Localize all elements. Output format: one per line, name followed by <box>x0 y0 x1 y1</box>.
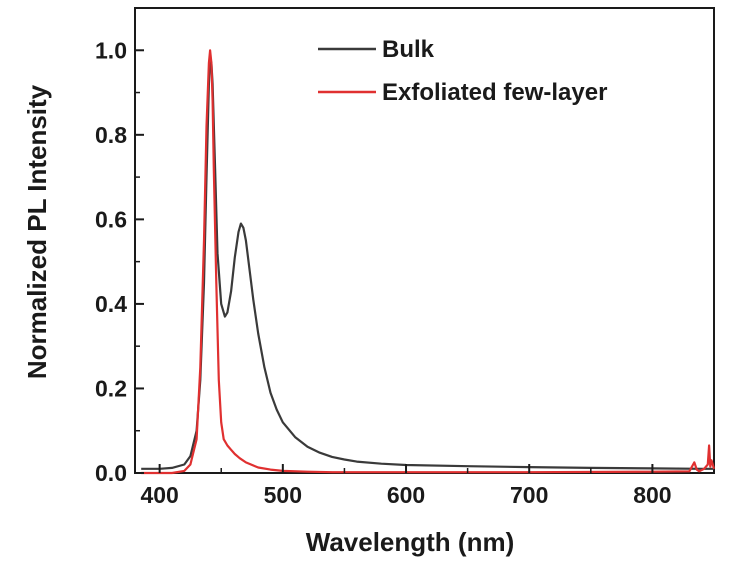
x-tick-label-600: 600 <box>387 482 425 508</box>
y-tick-label-2: 0.4 <box>95 291 127 317</box>
series-layer <box>141 49 716 475</box>
y-tick-label-1: 0.2 <box>95 375 127 401</box>
series-line-bulk <box>141 57 714 470</box>
x-axis-title: Wavelength (nm) <box>306 527 514 557</box>
x-axis: 400 500 600 700 800 <box>140 464 672 508</box>
x-tick-label-400: 400 <box>140 482 178 508</box>
legend-label-bulk: Bulk <box>382 36 435 63</box>
x-tick-label-800: 800 <box>633 482 671 508</box>
y-tick-label-5: 1.0 <box>95 37 127 63</box>
y-tick-label-0: 0.0 <box>95 460 127 486</box>
y-tick-label-3: 0.6 <box>95 206 127 232</box>
x-tick-label-500: 500 <box>264 482 302 508</box>
y-axis: 0.0 0.2 0.4 0.6 0.8 1.0 <box>95 7 144 486</box>
legend: Bulk Exfoliated few-layer <box>318 36 607 106</box>
y-axis-title: Normalized PL Intensity <box>22 84 52 379</box>
x-tick-label-700: 700 <box>510 482 548 508</box>
y-tick-label-4: 0.8 <box>95 122 127 148</box>
legend-label-exfoliated: Exfoliated few-layer <box>382 79 607 106</box>
series-line-exfoliated <box>141 49 716 475</box>
plot-frame <box>134 7 715 474</box>
